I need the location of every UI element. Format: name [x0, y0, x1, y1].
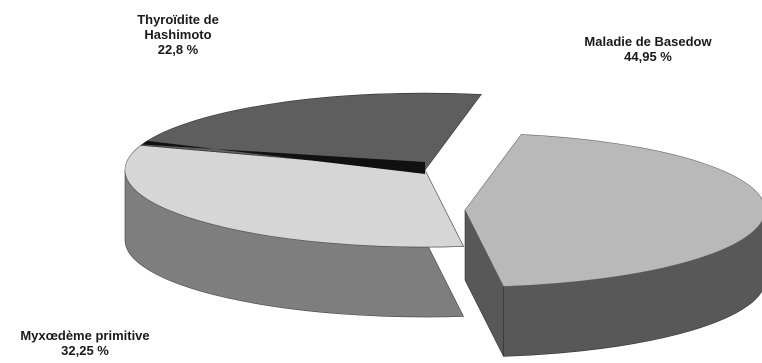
hashimoto-slice	[140, 92, 482, 171]
hashimoto-value: 22,8 %	[157, 42, 199, 57]
right-pie-group	[464, 134, 762, 357]
hashimoto-label: Thyroïdite de Hashimoto 22,8 %	[108, 12, 248, 57]
myxoedeme-value: 32,25 %	[61, 343, 109, 358]
hashimoto-name-line2: Hashimoto	[144, 27, 212, 42]
myxoedeme-name: Myxœdème primitive	[20, 328, 150, 343]
left-pie-group	[124, 92, 482, 318]
basedow-name: Maladie de Basedow	[584, 34, 712, 49]
basedow-slice	[464, 134, 762, 287]
myxoedeme-slice	[124, 144, 464, 248]
basedow-label: Maladie de Basedow 44,95 %	[548, 34, 748, 64]
myxoedeme-label: Myxœdème primitive 32,25 %	[0, 328, 170, 358]
hashimoto-band	[141, 140, 425, 174]
hashimoto-name-line1: Thyroïdite de	[137, 12, 219, 27]
basedow-value: 44,95 %	[624, 49, 672, 64]
